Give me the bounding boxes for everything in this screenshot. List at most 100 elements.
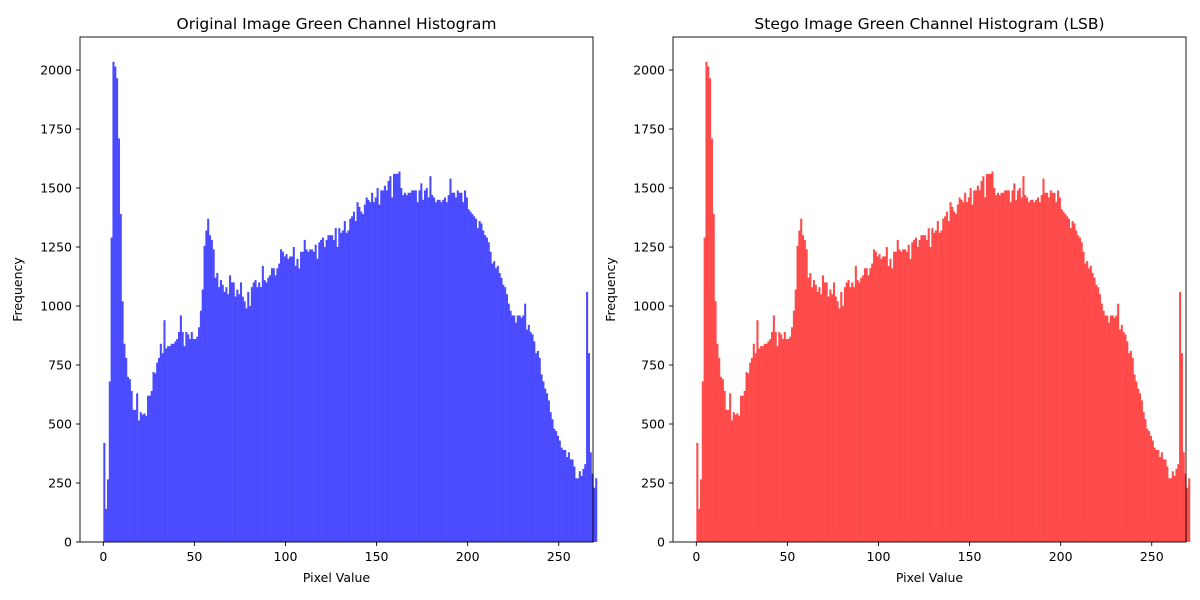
bar xyxy=(1091,272,1094,542)
bar xyxy=(301,251,304,543)
bar xyxy=(289,256,292,542)
bar xyxy=(851,282,854,542)
bar xyxy=(352,211,355,542)
bar xyxy=(509,310,512,542)
chart-title: Original Image Green Channel Histogram xyxy=(177,15,497,33)
bar xyxy=(170,343,173,542)
bar xyxy=(496,265,499,542)
bar xyxy=(1036,197,1040,542)
bar xyxy=(345,232,348,543)
y-axis-label: Frequency xyxy=(603,257,618,322)
bar xyxy=(176,339,179,542)
bar xyxy=(150,390,153,542)
bar xyxy=(123,343,126,542)
bar xyxy=(536,350,539,542)
bar xyxy=(1022,176,1025,543)
y-tick-label: 1750 xyxy=(40,122,72,137)
bar xyxy=(469,211,472,542)
bar xyxy=(1046,192,1049,542)
bar xyxy=(507,303,510,542)
bar xyxy=(516,315,519,542)
bar xyxy=(1128,353,1131,542)
bar xyxy=(718,357,721,542)
bar xyxy=(1164,459,1167,542)
bar xyxy=(482,230,485,542)
bar xyxy=(216,272,219,542)
bar xyxy=(427,197,430,542)
x-tick-label: 250 xyxy=(1140,549,1164,564)
bar xyxy=(741,395,744,542)
bar xyxy=(340,232,343,543)
bar xyxy=(927,228,930,542)
bar xyxy=(1159,457,1162,542)
bar xyxy=(832,282,836,542)
bar xyxy=(1018,188,1021,542)
bar xyxy=(198,327,201,542)
bar xyxy=(938,232,941,543)
bar xyxy=(269,275,272,542)
bar xyxy=(1126,341,1129,542)
bar xyxy=(987,173,990,542)
bar xyxy=(436,199,439,542)
bar xyxy=(307,251,310,543)
bar xyxy=(1027,202,1030,542)
bar xyxy=(276,268,279,542)
bar xyxy=(586,291,589,542)
y-tick-label: 1500 xyxy=(633,181,665,196)
bar xyxy=(480,223,483,542)
bar xyxy=(165,348,168,542)
bar xyxy=(1111,315,1114,542)
bar xyxy=(1108,322,1111,542)
bar xyxy=(212,249,215,542)
bar xyxy=(723,390,726,542)
bar xyxy=(831,294,834,542)
bar xyxy=(367,199,370,542)
bar xyxy=(752,343,755,542)
bar xyxy=(964,192,967,542)
bar xyxy=(187,334,190,542)
bar xyxy=(710,138,713,542)
bar xyxy=(958,197,961,542)
bar xyxy=(1100,303,1103,542)
bar xyxy=(1084,263,1087,542)
bar xyxy=(190,331,193,542)
x-tick-label: 100 xyxy=(867,549,891,564)
bar xyxy=(462,202,465,542)
bar xyxy=(931,228,934,542)
x-tick-label: 0 xyxy=(99,549,107,564)
bar xyxy=(396,173,399,542)
bar xyxy=(920,235,923,542)
bar xyxy=(978,190,981,542)
bar xyxy=(416,202,419,542)
bar xyxy=(555,431,558,542)
bar xyxy=(378,204,381,543)
bar xyxy=(1109,315,1112,542)
bar xyxy=(789,336,792,542)
bar xyxy=(843,287,846,542)
bar xyxy=(498,272,501,542)
x-tick-label: 200 xyxy=(456,549,480,564)
bar xyxy=(471,213,474,543)
bar xyxy=(405,195,408,543)
bar xyxy=(196,336,199,542)
bar xyxy=(311,249,314,542)
bar xyxy=(238,294,241,542)
x-tick-label: 150 xyxy=(365,549,389,564)
bar xyxy=(334,228,337,542)
bar xyxy=(385,190,388,542)
bar xyxy=(540,374,543,542)
bar xyxy=(398,171,401,542)
bar xyxy=(573,466,576,542)
bar xyxy=(812,280,815,542)
bar xyxy=(727,409,730,542)
bar xyxy=(578,471,581,542)
bar xyxy=(567,452,570,542)
bar xyxy=(765,343,768,542)
bar xyxy=(712,213,715,543)
bar xyxy=(589,452,592,542)
bar xyxy=(873,249,876,542)
bar xyxy=(991,171,994,542)
bar xyxy=(856,280,859,542)
bar xyxy=(440,202,443,542)
bar xyxy=(1055,202,1058,542)
